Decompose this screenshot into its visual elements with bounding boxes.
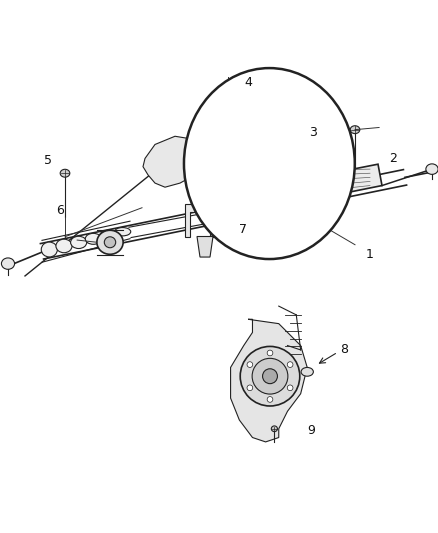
Ellipse shape — [104, 237, 116, 248]
Ellipse shape — [97, 230, 123, 254]
Ellipse shape — [301, 367, 313, 376]
Ellipse shape — [287, 362, 293, 367]
Polygon shape — [213, 161, 225, 179]
Ellipse shape — [85, 233, 102, 244]
Polygon shape — [143, 136, 215, 187]
Polygon shape — [205, 150, 218, 161]
Polygon shape — [212, 122, 278, 163]
Ellipse shape — [252, 358, 288, 394]
Ellipse shape — [115, 228, 131, 236]
Text: 6: 6 — [56, 204, 64, 217]
Text: 5: 5 — [44, 155, 52, 167]
Polygon shape — [230, 319, 307, 442]
Ellipse shape — [41, 242, 57, 257]
Text: 4: 4 — [244, 76, 252, 88]
Polygon shape — [261, 210, 282, 227]
Ellipse shape — [240, 346, 300, 406]
Ellipse shape — [350, 126, 360, 134]
Ellipse shape — [223, 100, 233, 107]
Ellipse shape — [184, 68, 355, 259]
Ellipse shape — [323, 174, 347, 192]
Polygon shape — [290, 164, 382, 204]
Text: 8: 8 — [340, 343, 349, 357]
Ellipse shape — [100, 230, 116, 240]
Ellipse shape — [267, 397, 273, 402]
Polygon shape — [185, 204, 215, 237]
Ellipse shape — [426, 164, 438, 174]
Ellipse shape — [209, 143, 217, 150]
Ellipse shape — [262, 369, 277, 384]
Polygon shape — [197, 237, 213, 257]
Ellipse shape — [247, 362, 253, 367]
Text: 3: 3 — [309, 126, 317, 139]
Ellipse shape — [60, 169, 70, 177]
Ellipse shape — [267, 350, 273, 356]
Ellipse shape — [56, 239, 72, 253]
Text: 2: 2 — [389, 152, 397, 165]
Ellipse shape — [1, 258, 14, 269]
Ellipse shape — [247, 385, 253, 391]
Ellipse shape — [71, 236, 87, 248]
Text: 7: 7 — [239, 223, 247, 237]
Text: 9: 9 — [307, 424, 315, 438]
Ellipse shape — [271, 426, 277, 432]
Text: 1: 1 — [366, 248, 374, 261]
Ellipse shape — [287, 385, 293, 391]
